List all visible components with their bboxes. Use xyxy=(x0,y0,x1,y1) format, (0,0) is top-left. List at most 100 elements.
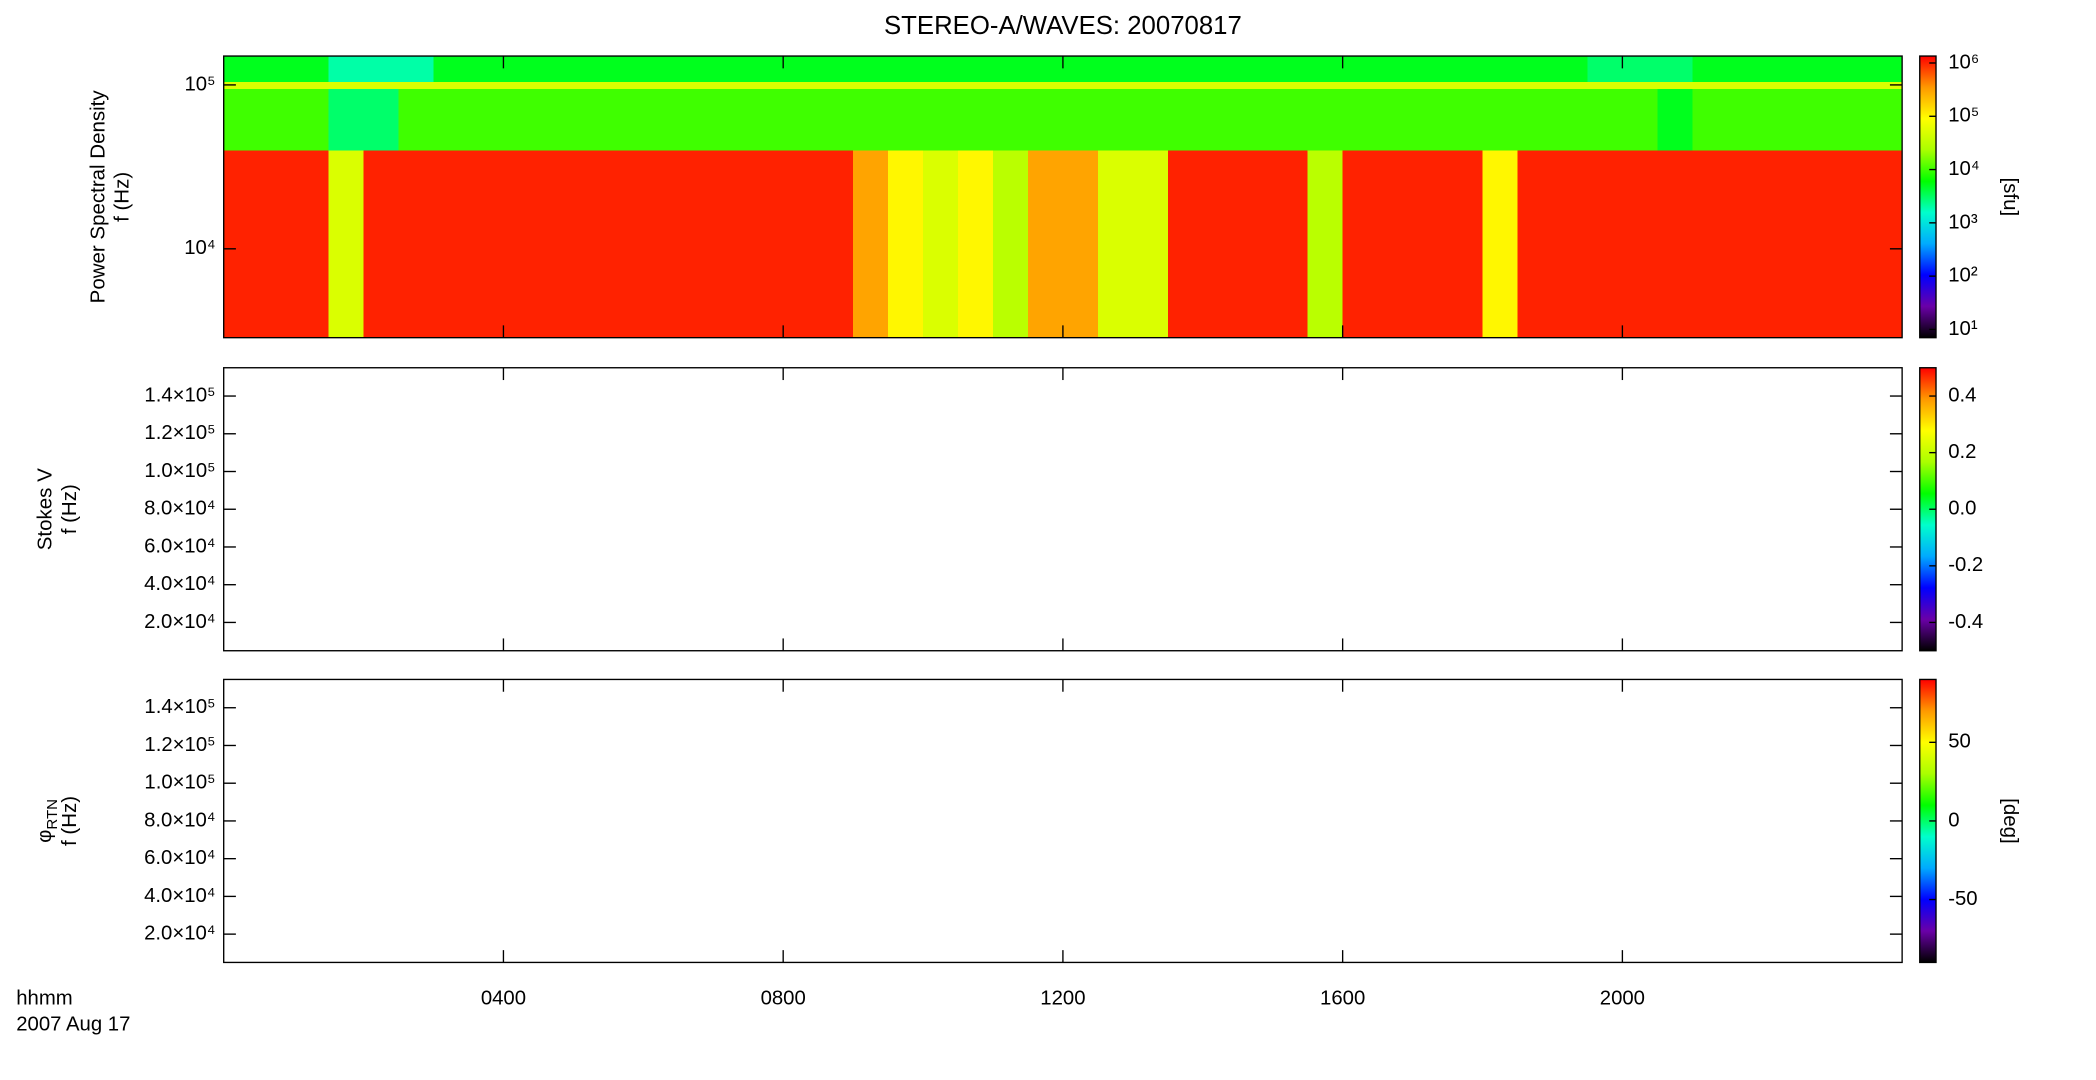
heatmap-cell xyxy=(643,81,679,90)
heatmap-cell xyxy=(1062,56,1099,82)
heatmap-cell xyxy=(748,56,784,82)
heatmap-cell xyxy=(1272,56,1309,82)
heatmap-cell xyxy=(1342,88,1379,151)
heatmap-cell xyxy=(573,81,609,90)
heatmap-cell xyxy=(1482,150,1519,339)
heatmap-cell xyxy=(643,88,679,151)
heatmap-cell xyxy=(888,88,924,151)
heatmap-cell xyxy=(1587,56,1623,82)
heatmap-cell xyxy=(888,150,924,339)
heatmap-cell xyxy=(608,56,644,82)
heatmap-cell xyxy=(748,88,784,151)
heatmap-cell xyxy=(363,150,400,339)
y-tick-label: 1.4×10⁵ xyxy=(144,696,215,718)
y-tick-label: 8.0×10⁴ xyxy=(144,809,215,831)
heatmap-cell xyxy=(1867,88,1903,151)
y-axis-symbol: φRTN xyxy=(35,799,61,843)
heatmap-cell xyxy=(258,88,295,151)
heatmap-cell xyxy=(1342,56,1379,82)
heatmap-cell xyxy=(1622,56,1658,82)
heatmap-cell xyxy=(1657,81,1693,90)
heatmap-cell xyxy=(1692,150,1728,339)
heatmap-cell xyxy=(1832,56,1868,82)
heatmap-cell xyxy=(888,81,924,90)
heatmap-cell xyxy=(1517,88,1553,151)
heatmap-cell xyxy=(818,88,854,151)
heatmap-cell xyxy=(678,150,714,339)
heatmap-cell xyxy=(1342,81,1379,90)
heatmap-cell xyxy=(1552,88,1588,151)
heatmap-cell xyxy=(1097,56,1134,82)
heatmap-cell xyxy=(1692,88,1728,151)
heatmap-cell xyxy=(678,88,714,151)
heatmap-cell xyxy=(1447,150,1484,339)
heatmap-cell xyxy=(1552,56,1588,82)
y-tick-label: 10⁴ xyxy=(184,237,215,259)
heatmap-cell xyxy=(538,88,574,151)
heatmap-cell xyxy=(293,150,330,339)
heatmap-cell xyxy=(503,88,539,151)
colorbar-tick-label: -50 xyxy=(1948,888,1977,910)
heatmap-cell xyxy=(1762,88,1798,151)
heatmap-cell xyxy=(1657,150,1693,339)
heatmap-cell xyxy=(1762,81,1798,90)
colorbar xyxy=(1919,55,1937,339)
heatmap-cell xyxy=(992,81,1029,90)
heatmap-cell xyxy=(223,150,260,339)
y-tick-label: 1.0×10⁵ xyxy=(144,460,215,482)
heatmap-cell xyxy=(1517,56,1553,82)
colorbar-tick-label: 0 xyxy=(1948,809,1959,831)
heatmap-cell xyxy=(1202,150,1239,339)
heatmap-cell xyxy=(1412,81,1449,90)
heatmap-cell xyxy=(1202,81,1239,90)
heatmap-cell xyxy=(1797,88,1833,151)
heatmap-cell xyxy=(888,56,924,82)
heatmap-cell xyxy=(363,81,400,90)
heatmap-cell xyxy=(1167,81,1204,90)
heatmap-cell xyxy=(503,56,539,82)
heatmap-cell xyxy=(1062,150,1099,339)
heatmap-cell xyxy=(1482,88,1519,151)
y-axis-symbol-sub: RTN xyxy=(44,799,61,830)
heatmap-cell xyxy=(992,150,1029,339)
heatmap-cell xyxy=(1482,81,1519,90)
heatmap-cell xyxy=(468,150,504,339)
heatmap-cell xyxy=(1587,88,1623,151)
y-tick-label: 6.0×10⁴ xyxy=(144,847,215,869)
heatmap-cell xyxy=(1202,56,1239,82)
colorbar-tick-label: 10⁵ xyxy=(1948,105,1979,127)
heatmap-cell xyxy=(783,81,819,90)
heatmap-cell xyxy=(1237,88,1274,151)
heatmap-cell xyxy=(223,56,260,82)
heatmap-cell xyxy=(223,88,260,151)
heatmap-cell xyxy=(678,56,714,82)
heatmap-cell xyxy=(992,88,1029,151)
heatmap-cell xyxy=(1237,56,1274,82)
heatmap-cell xyxy=(1797,150,1833,339)
heatmap-cell xyxy=(538,150,574,339)
heatmap-cell xyxy=(608,88,644,151)
heatmap-cell xyxy=(293,56,330,82)
colorbar-tick-label: 10⁶ xyxy=(1948,51,1979,73)
heatmap-cell xyxy=(573,56,609,82)
heatmap-cell xyxy=(1062,88,1099,151)
heatmap-cell xyxy=(818,81,854,90)
heatmap-cell xyxy=(818,56,854,82)
heatmap-cell xyxy=(468,88,504,151)
heatmap-cell xyxy=(1377,88,1414,151)
heatmap-cell xyxy=(923,56,959,82)
heatmap-cell xyxy=(223,81,260,90)
heatmap-cell xyxy=(748,81,784,90)
heatmap-cell xyxy=(1692,56,1728,82)
heatmap-cell xyxy=(1062,81,1099,90)
heatmap-cell xyxy=(1622,88,1658,151)
heatmap-cell xyxy=(1097,81,1134,90)
heatmap-cell xyxy=(643,150,679,339)
heatmap-cell xyxy=(713,88,749,151)
colorbar-tick-label: 10⁴ xyxy=(1948,158,1979,180)
x-tick-label: 0400 xyxy=(481,988,526,1010)
heatmap-cell xyxy=(923,88,959,151)
heatmap-cell xyxy=(258,56,295,82)
